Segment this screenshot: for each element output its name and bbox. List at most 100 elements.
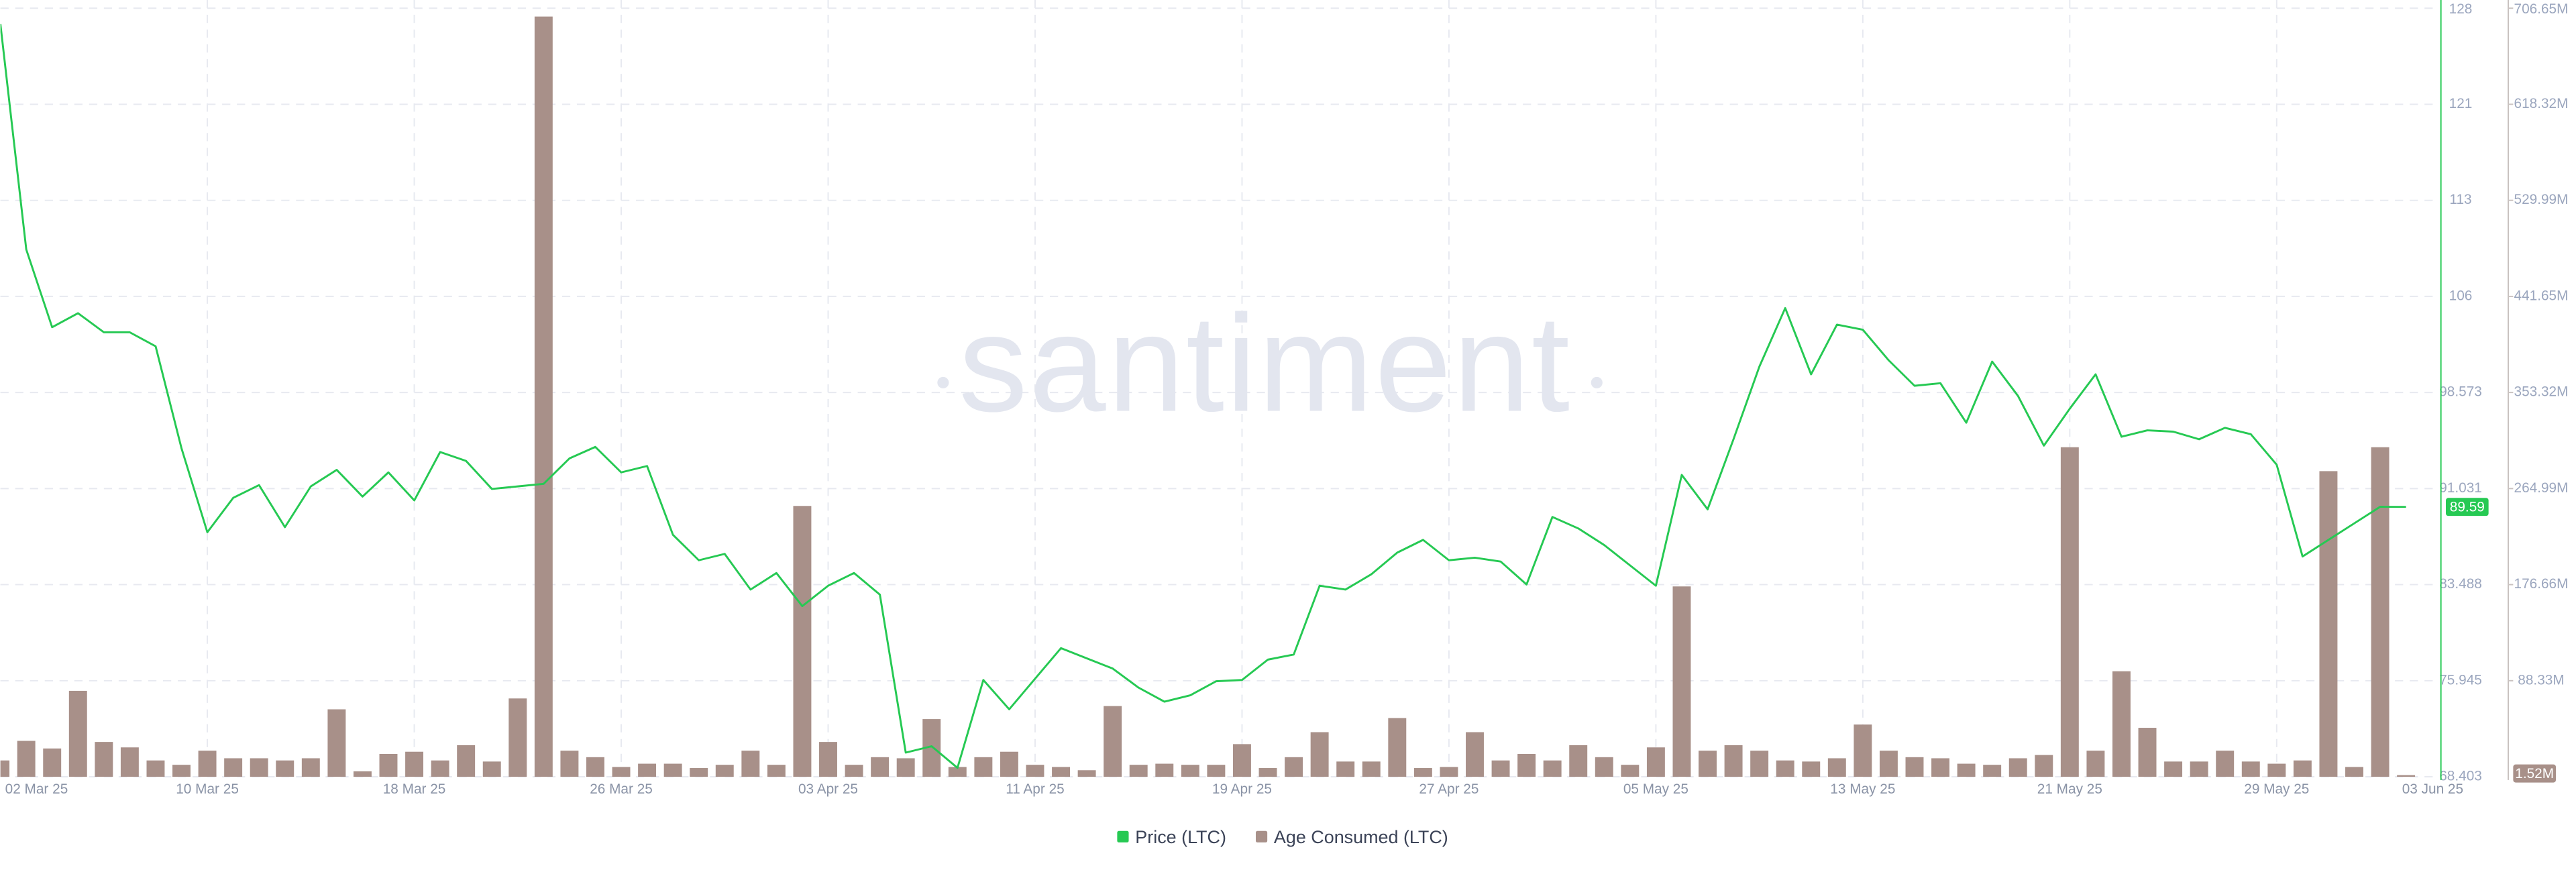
y-tick-label: 98.573 <box>2439 384 2482 400</box>
bar <box>2267 763 2286 777</box>
bar <box>2035 755 2053 777</box>
bar <box>663 763 682 777</box>
watermark-dot <box>1591 376 1603 389</box>
bar <box>1077 770 1096 777</box>
bar <box>1569 745 1588 777</box>
bar <box>2112 671 2131 777</box>
bar <box>2190 761 2208 777</box>
value-tag-label: 89.59 <box>2450 499 2485 514</box>
bar <box>845 765 863 777</box>
x-tick-label: 21 May 25 <box>2037 781 2102 797</box>
bar <box>1336 761 1355 777</box>
x-tick-label: 18 Mar 25 <box>383 781 446 797</box>
bar <box>871 757 890 777</box>
bar <box>1285 757 1303 777</box>
bar <box>715 765 734 777</box>
bar <box>948 767 967 777</box>
bar <box>146 760 165 777</box>
bar <box>1672 586 1691 777</box>
bar <box>974 757 993 777</box>
x-tick-label: 13 May 25 <box>1830 781 1895 797</box>
bar <box>1466 732 1484 777</box>
bar <box>1207 765 1226 777</box>
bar <box>2216 751 2235 777</box>
value-tag-label: 1.52M <box>2515 766 2554 781</box>
bar <box>741 751 760 777</box>
bar <box>198 751 217 777</box>
watermark: santiment <box>937 286 1603 441</box>
bar <box>68 690 87 777</box>
bar <box>379 753 398 777</box>
bar <box>1258 768 1277 777</box>
bar <box>586 757 604 777</box>
bar <box>1621 765 1640 777</box>
bar <box>1595 757 1613 777</box>
x-tick-label: 03 Apr 25 <box>798 781 858 797</box>
value-tag <box>2445 498 2489 516</box>
bar <box>276 760 294 777</box>
bar <box>353 771 372 777</box>
bar <box>1104 706 1122 777</box>
bar <box>1491 760 1510 777</box>
legend: Price (LTC) Age Consumed (LTC) <box>1117 827 1448 847</box>
bar <box>1646 747 1665 777</box>
bar <box>2241 761 2260 777</box>
y-tick-label: 91.031 <box>2439 480 2482 496</box>
x-tick-label: 11 Apr 25 <box>1006 781 1064 797</box>
watermark-dot <box>937 376 949 389</box>
bar <box>95 742 113 777</box>
bar <box>457 745 476 777</box>
axes: 68.403 75.945 83.488 91.031 98.573 106 113 121 1… <box>5 0 2569 797</box>
y-tick-label: 75.945 <box>2439 672 2482 688</box>
bar <box>1802 761 1821 777</box>
bar <box>1440 767 1458 777</box>
x-tick-label: 26 Mar 25 <box>590 781 653 797</box>
bar <box>43 748 62 777</box>
bar <box>508 698 527 777</box>
bar <box>301 758 320 777</box>
y-tick-label: 113 <box>2449 192 2471 207</box>
bar <box>534 16 553 777</box>
value-tag <box>2513 764 2557 783</box>
y-tick-label: 68.403 <box>2439 769 2482 784</box>
bar <box>1776 760 1794 777</box>
x-tick-label: 03 Jun 25 <box>2402 781 2463 797</box>
y-tick-label: 106 <box>2449 288 2473 303</box>
bar <box>819 742 837 777</box>
legend-swatch <box>1117 830 1129 842</box>
y-tick-label: 128 <box>2449 1 2473 17</box>
y2-tick-label: 176.66M <box>2514 576 2569 592</box>
bar <box>1854 724 1872 777</box>
bar <box>2345 767 2363 777</box>
x-tick-label: 10 Mar 25 <box>176 781 239 797</box>
bar <box>172 765 191 777</box>
bar <box>0 760 10 777</box>
y2-tick-label: 88.33M <box>2518 672 2564 688</box>
bar <box>1362 761 1381 777</box>
watermark-text: santiment <box>959 286 1572 441</box>
bar <box>1155 763 1174 777</box>
bar <box>1517 753 1536 777</box>
bar <box>1699 751 1717 777</box>
y-tick-label: 121 <box>2449 96 2473 111</box>
grid <box>0 0 2440 777</box>
bar <box>2397 775 2416 777</box>
bar <box>1026 765 1044 777</box>
bar <box>2008 758 2027 777</box>
y2-tick-label: 353.32M <box>2514 384 2569 400</box>
bar <box>1388 718 1407 777</box>
y2-tick-label: 618.32M <box>2514 96 2569 111</box>
bar <box>431 760 449 777</box>
legend-swatch <box>1255 830 1268 842</box>
bar <box>1181 765 1199 777</box>
bar <box>1957 763 1976 777</box>
bar <box>2293 760 2312 777</box>
y2-tick-label: 441.65M <box>2514 288 2569 303</box>
legend-label: Age Consumed (LTC) <box>1274 827 1448 847</box>
x-tick-label: 19 Apr 25 <box>1212 781 1272 797</box>
bar <box>612 767 631 777</box>
bar <box>2138 728 2157 777</box>
bar <box>1905 757 1924 777</box>
bar <box>1310 732 1329 777</box>
